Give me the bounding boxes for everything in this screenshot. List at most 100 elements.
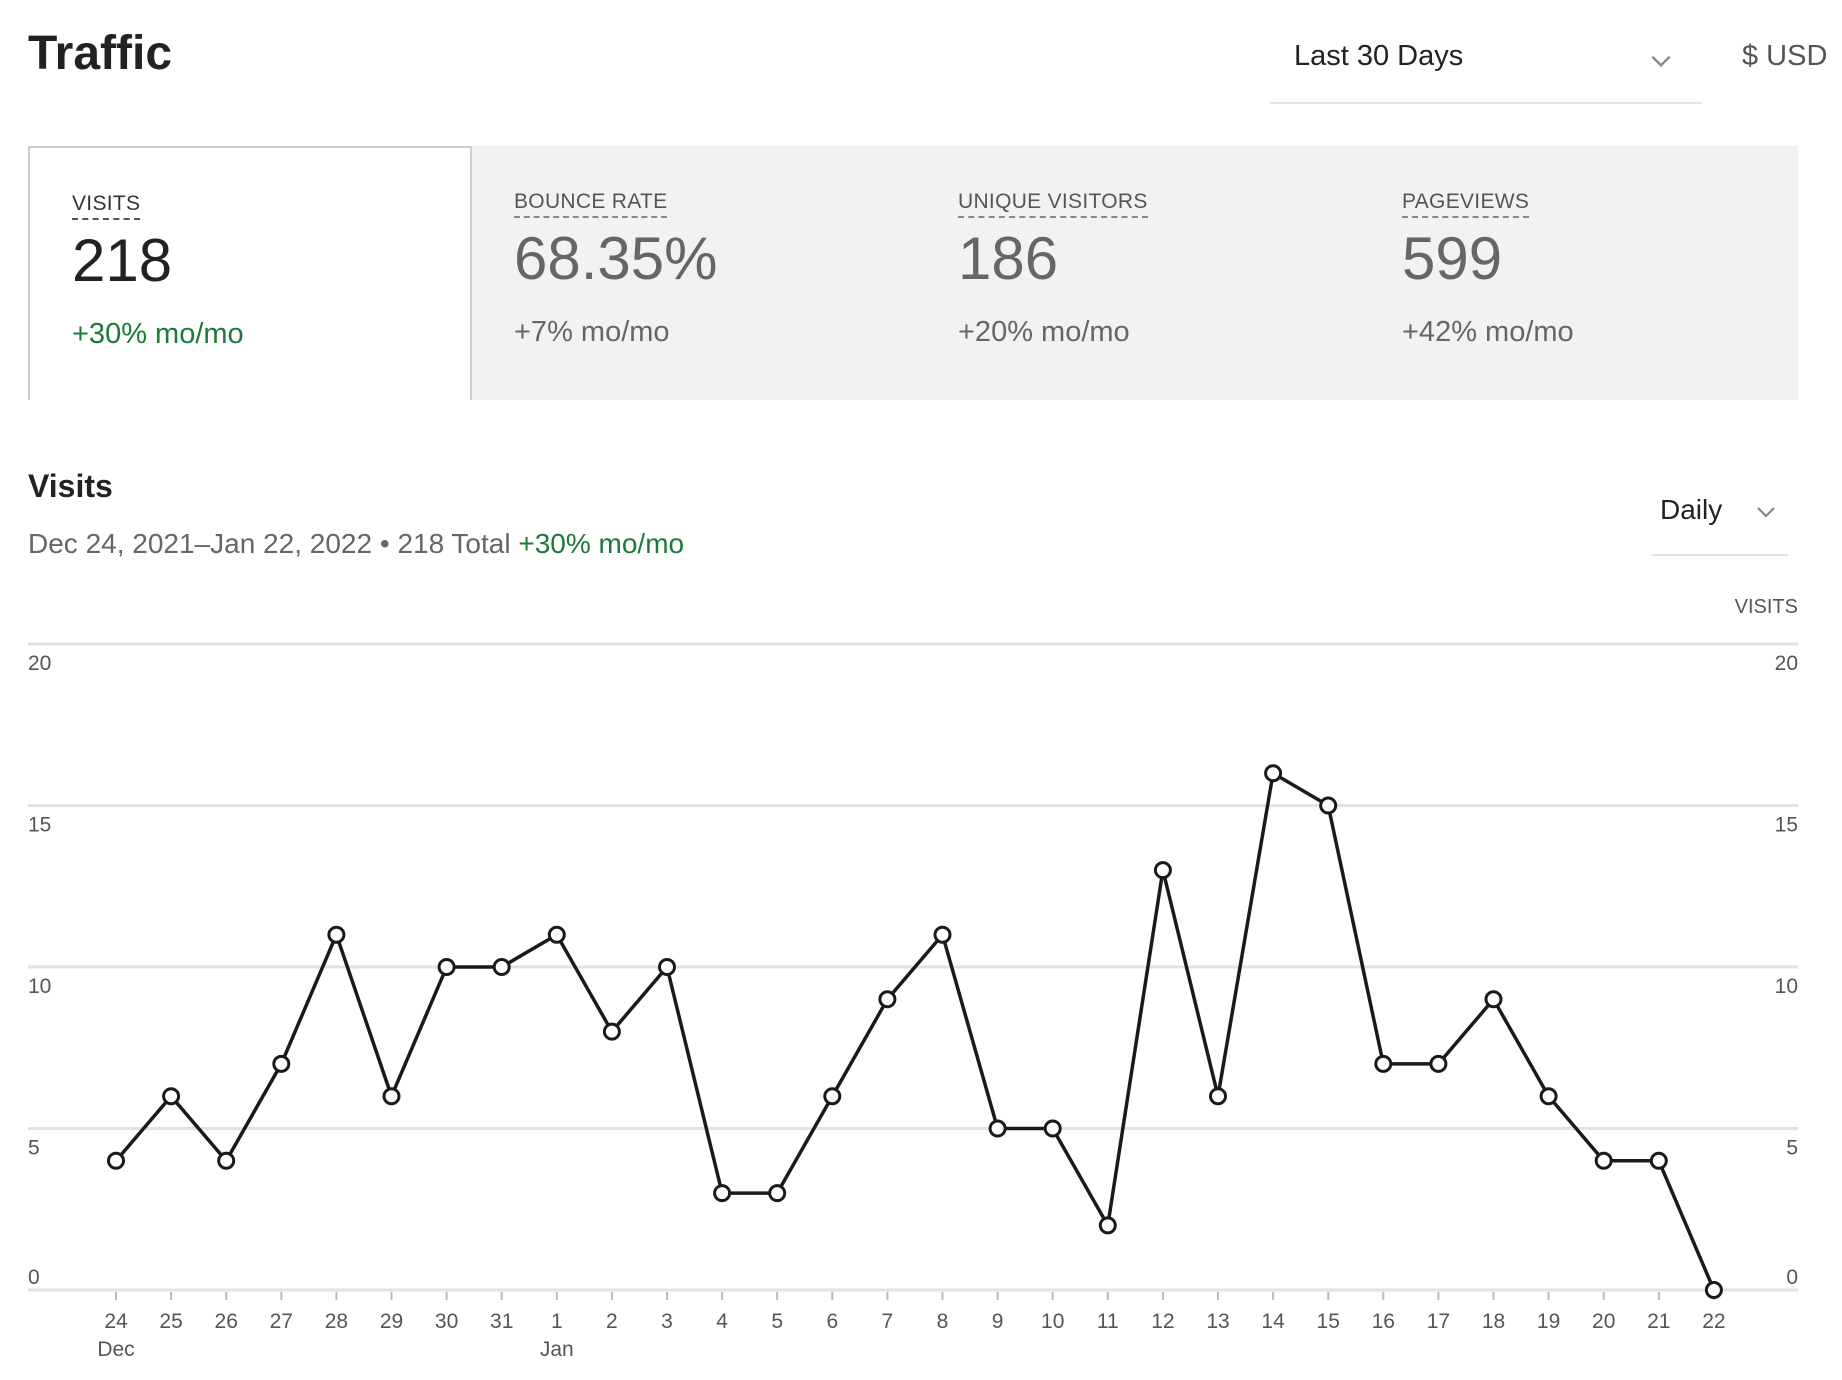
date-range-label: Last 30 Days	[1294, 40, 1464, 72]
data-point	[1043, 1119, 1062, 1138]
data-point	[1484, 990, 1503, 1009]
stat-change: +20% mo/mo	[958, 316, 1130, 348]
data-point	[1649, 1151, 1668, 1170]
series-line-visits	[114, 771, 1716, 1291]
data-point	[713, 1184, 732, 1203]
stat-value: 68.35%	[514, 225, 718, 292]
data-point	[1209, 1087, 1227, 1106]
stat-label: BOUNCE RATE	[514, 190, 668, 218]
page-title: Traffic	[28, 27, 173, 80]
x-tick-label: 31	[490, 1310, 513, 1333]
stat-value: 599	[1402, 225, 1503, 292]
y-tick-label-left: 15	[28, 814, 51, 837]
data-point	[217, 1151, 236, 1170]
data-point	[547, 925, 566, 944]
x-tick-label: 15	[1317, 1310, 1340, 1333]
data-point	[658, 958, 676, 976]
stat-label: UNIQUE VISITORS	[958, 190, 1148, 218]
interval-label: Daily	[1660, 494, 1723, 525]
x-month-label: Jan	[540, 1338, 574, 1361]
data-point	[162, 1087, 181, 1106]
stats-bar: VISITS 218 +30% mo/mo BOUNCE RATE 68.35%…	[28, 146, 1798, 400]
x-tick-label: 8	[937, 1310, 949, 1333]
x-tick-label: 22	[1702, 1310, 1725, 1333]
stat-card-visits[interactable]: VISITS 218 +30% mo/mo	[28, 146, 472, 400]
date-range-text: Dec 24, 2021–Jan 22, 2022	[28, 528, 373, 559]
data-point	[1153, 861, 1172, 880]
data-point	[107, 1151, 125, 1170]
data-point	[1319, 796, 1338, 815]
x-tick-label: 1	[551, 1310, 563, 1333]
interval-dropdown[interactable]: Daily	[1652, 482, 1788, 556]
x-tick-label: 9	[992, 1310, 1004, 1333]
y-axis-title: VISITS	[1734, 596, 1798, 618]
x-tick-label: 18	[1482, 1310, 1505, 1333]
data-point	[327, 925, 346, 944]
data-point	[1264, 764, 1283, 783]
x-month-label: Dec	[97, 1338, 134, 1361]
data-point	[1429, 1054, 1448, 1073]
y-tick-label-right: 0	[1786, 1266, 1798, 1289]
x-tick-label: 12	[1151, 1310, 1174, 1333]
x-tick-label: 10	[1041, 1310, 1064, 1333]
y-tick-label-right: 5	[1786, 1137, 1798, 1160]
data-point	[1539, 1087, 1558, 1106]
x-tick-label: 27	[270, 1310, 293, 1333]
y-tick-label-left: 10	[28, 975, 51, 998]
stat-change: +42% mo/mo	[1402, 316, 1574, 348]
data-point	[1374, 1054, 1393, 1073]
y-tick-label-right: 10	[1775, 975, 1798, 998]
y-tick-label-right: 15	[1775, 814, 1798, 837]
data-point	[437, 958, 456, 976]
y-tick-label-left: 0	[28, 1266, 40, 1289]
x-tick-label: 5	[771, 1310, 783, 1333]
x-tick-label: 28	[325, 1310, 348, 1333]
y-tick-label-right: 20	[1775, 652, 1798, 675]
stat-value: 218	[72, 227, 173, 294]
currency-selector[interactable]: $ USD	[1742, 40, 1828, 72]
data-point	[988, 1119, 1007, 1138]
x-tick-label: 24	[104, 1310, 128, 1333]
total-text: 218 Total	[397, 528, 511, 559]
data-point	[602, 1022, 621, 1041]
date-range-dropdown[interactable]: Last 30 Days	[1270, 28, 1702, 104]
data-point	[1594, 1151, 1613, 1170]
x-tick-label: 21	[1647, 1310, 1670, 1333]
chevron-down-icon	[1651, 55, 1671, 68]
stat-card-pageviews[interactable]: PAGEVIEWS 599 +42% mo/mo	[1360, 146, 1804, 400]
x-tick-label: 13	[1206, 1310, 1229, 1333]
visits-section-title: Visits	[28, 468, 113, 504]
separator-dot: •	[379, 528, 390, 559]
y-tick-label-left: 5	[28, 1137, 40, 1160]
x-tick-label: 14	[1261, 1310, 1285, 1333]
x-tick-label: 20	[1592, 1310, 1615, 1333]
stat-label: PAGEVIEWS	[1402, 190, 1530, 218]
x-tick-label: 7	[882, 1310, 894, 1333]
change-text: +30% mo/mo	[518, 528, 685, 559]
stat-label: VISITS	[72, 192, 141, 220]
data-point	[1098, 1216, 1117, 1235]
stat-change: +30% mo/mo	[72, 318, 244, 350]
x-tick-label: 2	[606, 1310, 618, 1333]
data-point	[492, 958, 511, 976]
x-tick-label: 4	[716, 1310, 728, 1333]
x-tick-label: 26	[215, 1310, 238, 1333]
stat-card-unique-visitors[interactable]: UNIQUE VISITORS 186 +20% mo/mo	[916, 146, 1360, 400]
data-point	[933, 925, 952, 944]
x-tick-label: 3	[661, 1310, 673, 1333]
x-tick-label: 19	[1537, 1310, 1560, 1333]
x-tick-label: 25	[159, 1310, 182, 1333]
data-point	[768, 1184, 787, 1203]
x-tick-label: 29	[380, 1310, 403, 1333]
y-tick-label-left: 20	[28, 652, 51, 675]
x-tick-label: 30	[435, 1310, 458, 1333]
data-point	[823, 1087, 842, 1106]
stat-card-bounce-rate[interactable]: BOUNCE RATE 68.35% +7% mo/mo	[472, 146, 916, 400]
data-point	[382, 1087, 401, 1106]
x-tick-label: 11	[1097, 1310, 1119, 1333]
chevron-down-icon	[1757, 507, 1775, 518]
data-point	[1704, 1281, 1723, 1299]
x-tick-label: 16	[1372, 1310, 1395, 1333]
x-tick-label: 6	[826, 1310, 838, 1333]
